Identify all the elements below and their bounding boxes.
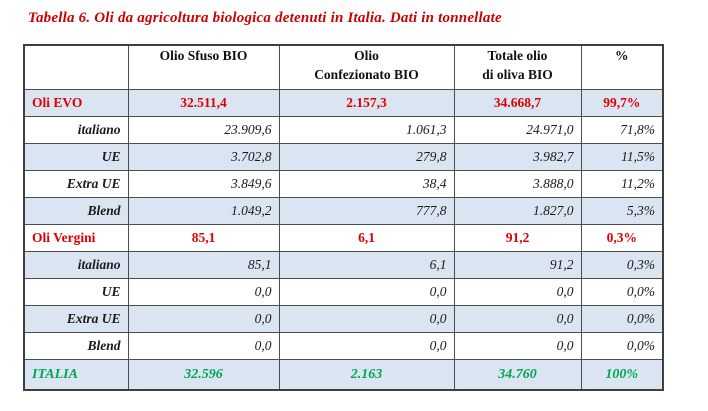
cell-totale: 3.888,0: [453, 170, 582, 198]
cell-confezionato: 2.163: [278, 359, 455, 391]
cell-sfuso: 32.596: [127, 359, 280, 391]
cell-totale: 24.971,0: [453, 116, 582, 144]
cell-sfuso: 0,0: [127, 332, 280, 360]
table-row-vergini-extra-ue: Extra UE 0,0 0,0 0,0 0,0%: [23, 305, 664, 333]
cell-percent: 11,2%: [580, 170, 664, 198]
bio-olive-oil-table: Olio Sfuso BIO Olio Confezionato BIO Tota…: [23, 44, 664, 391]
column-header-totale: Totale olio di oliva BIO: [453, 44, 582, 90]
cell-confezionato: 1.061,3: [278, 116, 455, 144]
cell-percent: 0,3%: [580, 251, 664, 279]
cell-totale: 91,2: [453, 251, 582, 279]
table-row-vergini-blend: Blend 0,0 0,0 0,0 0,0%: [23, 332, 664, 360]
cell-confezionato: 6,1: [278, 251, 455, 279]
row-label: Extra UE: [23, 170, 129, 198]
table-row-oli-evo: Oli EVO 32.511,4 2.157,3 34.668,7 99,7%: [23, 89, 664, 117]
cell-percent: 100%: [580, 359, 664, 391]
cell-percent: 71,8%: [580, 116, 664, 144]
cell-confezionato: 38,4: [278, 170, 455, 198]
column-header-rowlabel: [23, 44, 129, 90]
cell-sfuso: 23.909,6: [127, 116, 280, 144]
cell-totale: 0,0: [453, 305, 582, 333]
table-caption: Tabella 6. Oli da agricoltura biologica …: [28, 10, 502, 26]
cell-sfuso: 32.511,4: [127, 89, 280, 117]
cell-totale: 0,0: [453, 278, 582, 306]
cell-percent: 0,0%: [580, 332, 664, 360]
cell-totale: 34.760: [453, 359, 582, 391]
cell-sfuso: 85,1: [127, 251, 280, 279]
table-row-vergini-italiano: italiano 85,1 6,1 91,2 0,3%: [23, 251, 664, 279]
header-row: Olio Sfuso BIO Olio Confezionato BIO Tota…: [23, 44, 664, 90]
table-header: Olio Sfuso BIO Olio Confezionato BIO Tota…: [23, 44, 664, 90]
cell-percent: 5,3%: [580, 197, 664, 225]
row-label: Oli EVO: [23, 89, 129, 117]
table-row-oli-vergini: Oli Vergini 85,1 6,1 91,2 0,3%: [23, 224, 664, 252]
cell-percent: 0,0%: [580, 278, 664, 306]
table-row-vergini-ue: UE 0,0 0,0 0,0 0,0%: [23, 278, 664, 306]
column-header-sfuso: Olio Sfuso BIO: [127, 44, 280, 90]
table-row-evo-ue: UE 3.702,8 279,8 3.982,7 11,5%: [23, 143, 664, 171]
cell-percent: 0,3%: [580, 224, 664, 252]
cell-percent: 0,0%: [580, 305, 664, 333]
cell-sfuso: 0,0: [127, 278, 280, 306]
row-label: ITALIA: [23, 359, 129, 391]
row-label: Blend: [23, 197, 129, 225]
cell-sfuso: 3.702,8: [127, 143, 280, 171]
cell-sfuso: 3.849,6: [127, 170, 280, 198]
row-label: UE: [23, 278, 129, 306]
column-header-percent: %: [580, 44, 664, 90]
cell-totale: 34.668,7: [453, 89, 582, 117]
cell-confezionato: 0,0: [278, 305, 455, 333]
row-label: Extra UE: [23, 305, 129, 333]
cell-totale: 91,2: [453, 224, 582, 252]
cell-percent: 99,7%: [580, 89, 664, 117]
cell-confezionato: 0,0: [278, 332, 455, 360]
column-header-confezionato: Olio Confezionato BIO: [278, 44, 455, 90]
cell-totale: 3.982,7: [453, 143, 582, 171]
cell-confezionato: 6,1: [278, 224, 455, 252]
cell-confezionato: 2.157,3: [278, 89, 455, 117]
table-row-evo-extra-ue: Extra UE 3.849,6 38,4 3.888,0 11,2%: [23, 170, 664, 198]
cell-totale: 1.827,0: [453, 197, 582, 225]
row-label: Blend: [23, 332, 129, 360]
cell-sfuso: 85,1: [127, 224, 280, 252]
cell-sfuso: 1.049,2: [127, 197, 280, 225]
cell-percent: 11,5%: [580, 143, 664, 171]
cell-confezionato: 0,0: [278, 278, 455, 306]
row-label: UE: [23, 143, 129, 171]
row-label: italiano: [23, 251, 129, 279]
table-row-evo-blend: Blend 1.049,2 777,8 1.827,0 5,3%: [23, 197, 664, 225]
cell-sfuso: 0,0: [127, 305, 280, 333]
cell-confezionato: 279,8: [278, 143, 455, 171]
table-row-evo-italiano: italiano 23.909,6 1.061,3 24.971,0 71,8%: [23, 116, 664, 144]
cell-confezionato: 777,8: [278, 197, 455, 225]
table-row-italia-total: ITALIA 32.596 2.163 34.760 100%: [23, 359, 664, 391]
cell-totale: 0,0: [453, 332, 582, 360]
row-label: Oli Vergini: [23, 224, 129, 252]
row-label: italiano: [23, 116, 129, 144]
